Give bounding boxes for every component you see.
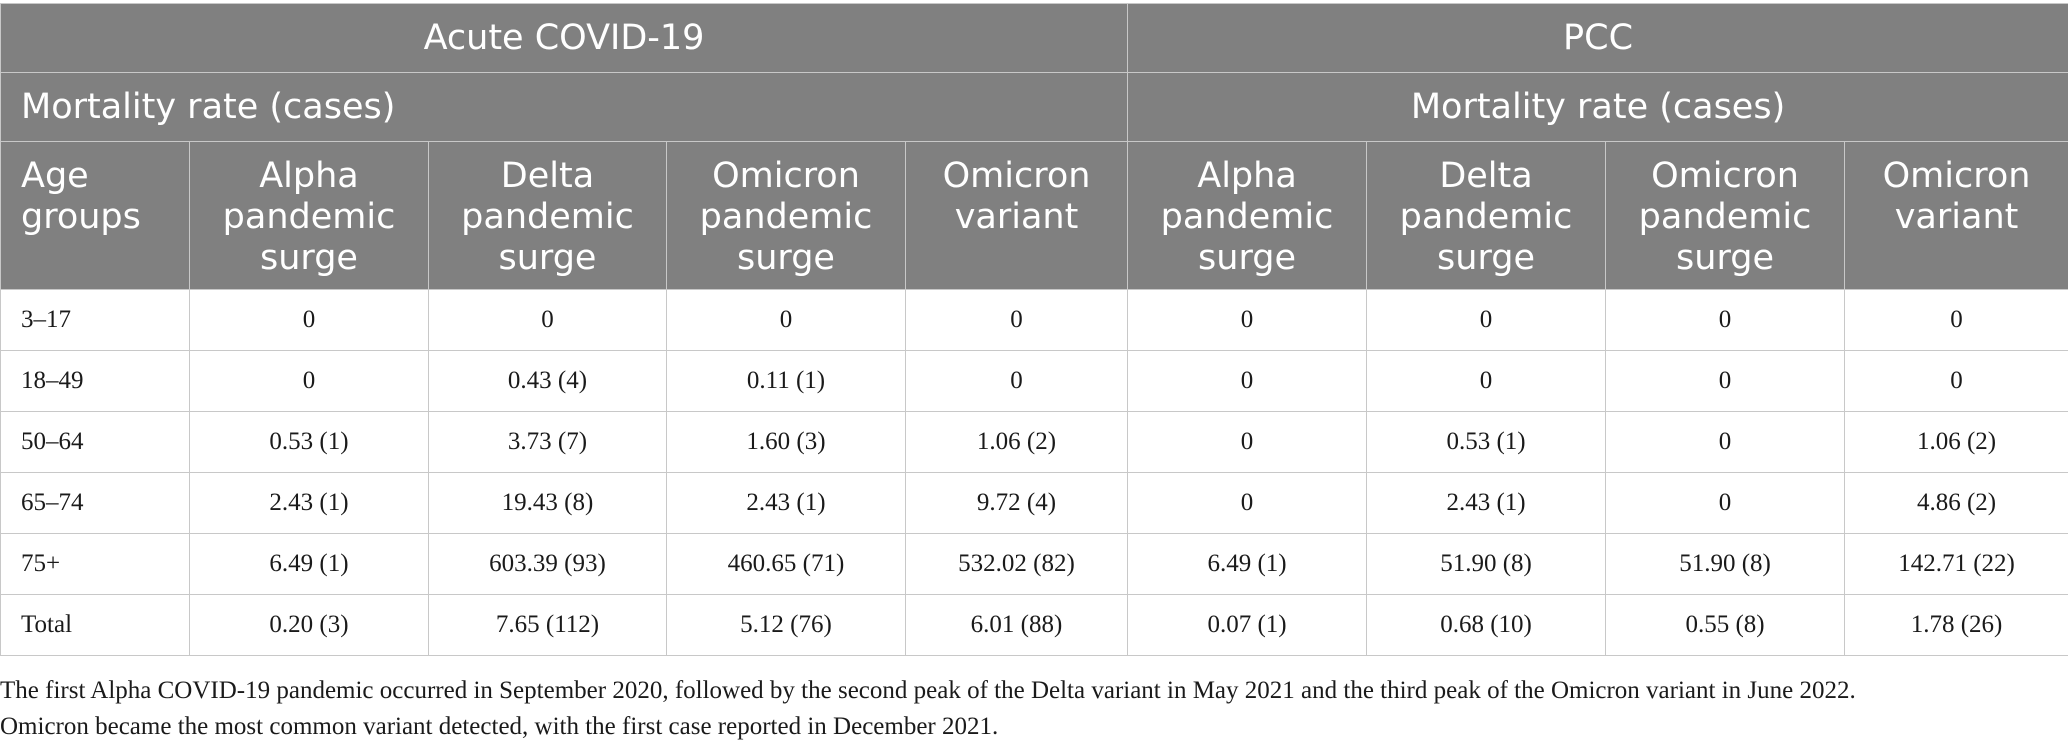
table-cell: 0 [428, 289, 667, 351]
column-header-acute-omicron-variant: Omicron variant [904, 141, 1129, 290]
column-header-acute-delta: Delta pandemic surge [428, 141, 667, 290]
column-header-pcc-delta: Delta pandemic surge [1366, 141, 1607, 290]
table-cell: 0.53 (1) [189, 411, 429, 473]
table-cell: 0 [1366, 289, 1607, 351]
header-row-columns: Age groups Alpha pandemic surge Delta pa… [0, 141, 2068, 290]
table-row: 65–74 2.43 (1) 19.43 (8) 2.43 (1) 9.72 (… [0, 472, 2068, 534]
column-header-pcc-omicron-surge: Omicron pandemic surge [1605, 141, 1846, 290]
table-cell: 0.68 (10) [1366, 594, 1607, 656]
table-cell: 0 [1366, 350, 1607, 412]
table-cell: 0 [1127, 411, 1368, 473]
table-cell: 0.11 (1) [666, 350, 906, 412]
table-cell: 51.90 (8) [1605, 533, 1846, 595]
table-cell: 532.02 (82) [904, 533, 1129, 595]
table-cell: 0.20 (3) [189, 594, 429, 656]
column-header-pcc-omicron-variant: Omicron variant [1844, 141, 2068, 290]
table-cell: 5.12 (76) [666, 594, 906, 656]
column-header-acute-alpha: Alpha pandemic surge [189, 141, 429, 290]
header-acute-mortality-rate: Mortality rate (cases) [0, 72, 1129, 142]
table-cell: 2.43 (1) [666, 472, 906, 534]
table-cell: 0 [1844, 350, 2068, 412]
table-cell: 0 [1844, 289, 2068, 351]
table-cell: 6.01 (88) [904, 594, 1129, 656]
table-cell: 603.39 (93) [428, 533, 667, 595]
mortality-table: Acute COVID-19 PCC Mortality rate (cases… [0, 3, 2068, 656]
header-row-metric: Mortality rate (cases) Mortality rate (c… [0, 72, 2068, 142]
table-cell: 0 [904, 350, 1129, 412]
column-header-age-groups: Age groups [0, 141, 190, 290]
column-header-pcc-alpha: Alpha pandemic surge [1127, 141, 1368, 290]
table-cell: 0 [1605, 289, 1846, 351]
table-row: 18–49 0 0.43 (4) 0.11 (1) 0 0 0 0 0 [0, 350, 2068, 412]
table-cell: 0 [666, 289, 906, 351]
age-group-cell: 65–74 [0, 472, 190, 534]
table-cell: 0 [1605, 411, 1846, 473]
age-group-cell: 18–49 [0, 350, 190, 412]
table-cell: 0 [189, 350, 429, 412]
table-cell: 19.43 (8) [428, 472, 667, 534]
table-cell: 0.55 (8) [1605, 594, 1846, 656]
age-group-cell: Total [0, 594, 190, 656]
footnote-line-2: Omicron became the most common variant d… [0, 713, 999, 740]
table-cell: 51.90 (8) [1366, 533, 1607, 595]
table-cell: 0.43 (4) [428, 350, 667, 412]
table-cell: 7.65 (112) [428, 594, 667, 656]
table-cell: 0 [1605, 350, 1846, 412]
table-cell: 0.53 (1) [1366, 411, 1607, 473]
table-cell: 2.43 (1) [189, 472, 429, 534]
header-acute-covid: Acute COVID-19 [0, 3, 1129, 73]
table-cell: 0 [1605, 472, 1846, 534]
table-cell: 1.60 (3) [666, 411, 906, 473]
header-pcc-mortality-rate: Mortality rate (cases) [1127, 72, 2068, 142]
table-row: 50–64 0.53 (1) 3.73 (7) 1.60 (3) 1.06 (2… [0, 411, 2068, 473]
table-cell: 6.49 (1) [189, 533, 429, 595]
table-cell: 1.06 (2) [904, 411, 1129, 473]
header-pcc: PCC [1127, 3, 2068, 73]
footnote-line-1: The first Alpha COVID-19 pandemic occurr… [0, 677, 1856, 704]
table-cell: 6.49 (1) [1127, 533, 1368, 595]
table-cell: 0 [1127, 289, 1368, 351]
age-group-cell: 75+ [0, 533, 190, 595]
table-cell: 3.73 (7) [428, 411, 667, 473]
column-header-acute-omicron-surge: Omicron pandemic surge [666, 141, 906, 290]
table-row: 3–17 0 0 0 0 0 0 0 0 [0, 289, 2068, 351]
table-cell: 0 [1127, 472, 1368, 534]
table-footnote: The first Alpha COVID-19 pandemic occurr… [0, 673, 2060, 745]
age-group-cell: 3–17 [0, 289, 190, 351]
table-cell: 9.72 (4) [904, 472, 1129, 534]
table-cell: 4.86 (2) [1844, 472, 2068, 534]
table-cell: 142.71 (22) [1844, 533, 2068, 595]
table-row-total: Total 0.20 (3) 7.65 (112) 5.12 (76) 6.01… [0, 594, 2068, 656]
table-cell: 0 [1127, 350, 1368, 412]
header-row-groups: Acute COVID-19 PCC [0, 3, 2068, 73]
table-cell: 0 [904, 289, 1129, 351]
age-group-cell: 50–64 [0, 411, 190, 473]
table-cell: 0.07 (1) [1127, 594, 1368, 656]
table-cell: 2.43 (1) [1366, 472, 1607, 534]
table-cell: 0 [189, 289, 429, 351]
table-row: 75+ 6.49 (1) 603.39 (93) 460.65 (71) 532… [0, 533, 2068, 595]
table-cell: 1.78 (26) [1844, 594, 2068, 656]
table-cell: 1.06 (2) [1844, 411, 2068, 473]
table-cell: 460.65 (71) [666, 533, 906, 595]
